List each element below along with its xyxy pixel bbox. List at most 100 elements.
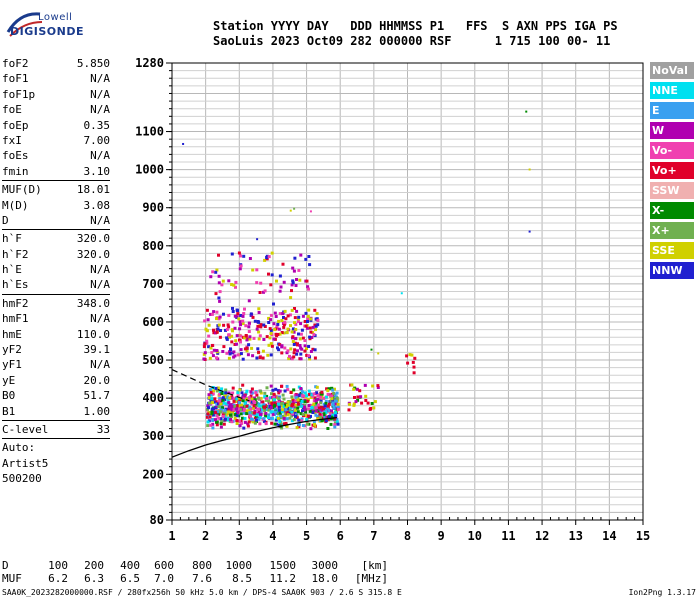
echo-point bbox=[255, 327, 259, 331]
echo-point bbox=[234, 407, 238, 411]
x-tick-label: 10 bbox=[468, 529, 482, 543]
echo-point bbox=[214, 292, 218, 296]
echo-point bbox=[227, 325, 231, 329]
param-row: D N/A bbox=[2, 213, 110, 228]
echo-point bbox=[208, 401, 211, 405]
echo-point bbox=[259, 411, 263, 415]
echo-point bbox=[261, 349, 265, 353]
echo-point bbox=[243, 394, 247, 398]
echo-point bbox=[312, 333, 316, 337]
echo-point bbox=[243, 420, 247, 424]
echo-point bbox=[230, 340, 234, 344]
echo-point bbox=[211, 413, 215, 417]
echo-point bbox=[217, 274, 221, 278]
echo-point bbox=[281, 393, 285, 397]
echo-point bbox=[217, 416, 221, 420]
echo-point bbox=[213, 397, 217, 401]
echo-point bbox=[241, 383, 245, 387]
param-key: hmF1 bbox=[2, 312, 29, 326]
echo-point bbox=[227, 418, 231, 422]
echo-point bbox=[250, 417, 253, 421]
echo-point bbox=[215, 349, 219, 352]
echo-point bbox=[244, 391, 248, 395]
param-value: 3.08 bbox=[83, 198, 111, 212]
echo-point bbox=[326, 392, 330, 396]
echo-point bbox=[278, 419, 282, 423]
echo-point bbox=[273, 422, 277, 426]
echo-point bbox=[207, 393, 211, 397]
echo-point bbox=[222, 345, 226, 349]
echo-point bbox=[277, 412, 281, 416]
echo-point bbox=[254, 391, 258, 395]
y-tick-label: 300 bbox=[142, 429, 164, 443]
echo-point bbox=[311, 411, 315, 414]
echo-point bbox=[209, 393, 213, 397]
echo-point bbox=[288, 408, 292, 412]
echo-point bbox=[330, 397, 334, 401]
echo-point bbox=[282, 331, 286, 335]
muf-cell: 6.3 bbox=[84, 572, 104, 585]
echo-point bbox=[206, 420, 210, 424]
echo-point bbox=[234, 280, 238, 284]
echo-point bbox=[288, 416, 292, 420]
echo-point bbox=[211, 422, 215, 426]
param-key: foF1p bbox=[2, 87, 36, 101]
isolated-echo-point bbox=[309, 210, 312, 213]
echo-point bbox=[228, 350, 232, 354]
echo-point bbox=[303, 339, 307, 342]
echo-point bbox=[285, 410, 289, 414]
echo-point bbox=[227, 391, 231, 395]
echo-point bbox=[297, 315, 301, 319]
echo-point bbox=[209, 399, 213, 402]
echo-point bbox=[325, 407, 329, 411]
echo-point bbox=[227, 279, 231, 283]
echo-point bbox=[299, 387, 303, 390]
echo-point bbox=[270, 402, 274, 405]
echo-point bbox=[253, 421, 257, 425]
echo-point bbox=[244, 334, 248, 338]
echo-point bbox=[264, 414, 268, 418]
param-row: hmF2 348.0 bbox=[2, 296, 110, 311]
echo-point bbox=[241, 314, 245, 318]
echo-point bbox=[293, 307, 296, 310]
y-tick-label: 800 bbox=[142, 239, 164, 253]
echo-point bbox=[284, 422, 288, 425]
echo-point bbox=[267, 408, 271, 412]
echo-point bbox=[286, 413, 290, 417]
echo-point bbox=[217, 296, 221, 300]
echo-point bbox=[309, 414, 312, 418]
echo-point bbox=[286, 327, 290, 331]
echo-point bbox=[282, 325, 286, 329]
echo-point bbox=[284, 408, 288, 412]
echo-point bbox=[263, 391, 267, 395]
echo-point bbox=[301, 336, 305, 340]
echo-point bbox=[334, 414, 338, 418]
echo-point bbox=[244, 324, 248, 328]
echo-point bbox=[299, 419, 303, 423]
echo-point bbox=[214, 386, 218, 390]
echo-point bbox=[312, 402, 316, 406]
echo-point bbox=[366, 401, 370, 405]
echo-point bbox=[210, 344, 214, 347]
echo-point bbox=[405, 354, 409, 358]
echo-point bbox=[242, 254, 246, 258]
echo-point bbox=[290, 410, 294, 414]
echo-point bbox=[257, 411, 261, 415]
echo-point bbox=[228, 335, 231, 339]
echo-point bbox=[221, 406, 225, 410]
echo-point bbox=[231, 306, 234, 310]
echo-point bbox=[280, 426, 284, 430]
echo-point bbox=[216, 327, 220, 331]
param-row: foF2 5.850 bbox=[2, 56, 110, 71]
echo-point bbox=[290, 419, 294, 423]
echo-point bbox=[281, 262, 285, 266]
echo-point bbox=[265, 386, 269, 390]
echo-point bbox=[262, 405, 266, 409]
echo-point bbox=[225, 351, 229, 355]
echo-point bbox=[330, 409, 333, 413]
param-row: M(D) 3.08 bbox=[2, 198, 110, 213]
param-value: 110.0 bbox=[76, 327, 110, 341]
echo-point bbox=[216, 386, 220, 390]
legend-item: Vo+ bbox=[650, 162, 694, 179]
param-value: N/A bbox=[90, 87, 110, 101]
